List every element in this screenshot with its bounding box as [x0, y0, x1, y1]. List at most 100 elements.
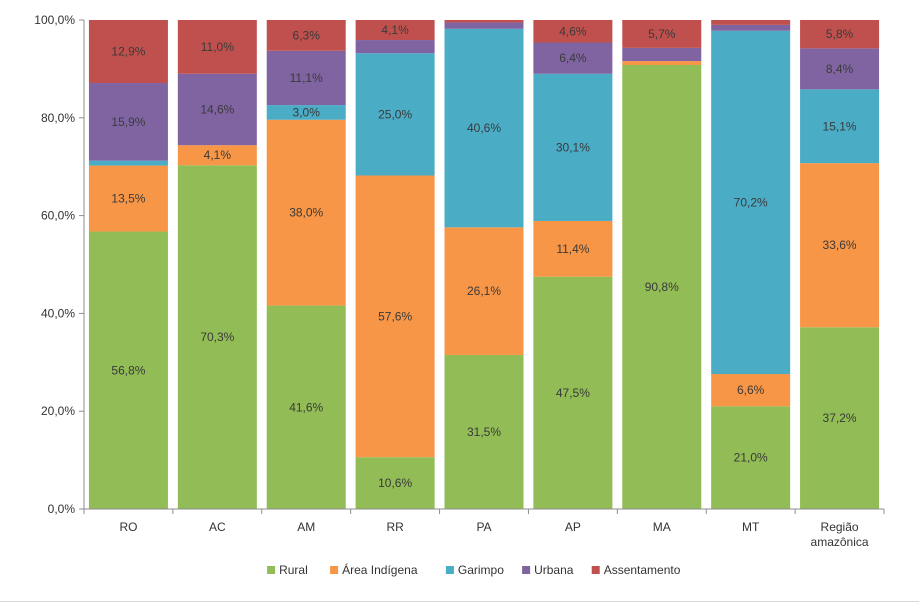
- bar-segment-area-indigena-mt: [711, 374, 791, 407]
- bar-segment-urbana-pa: [444, 22, 524, 29]
- legend-item-urbana: Urbana: [522, 563, 574, 577]
- data-label-assentamento-ac: 11,0%: [201, 40, 234, 54]
- bar-segment-area-indigena-ma: [622, 61, 702, 65]
- bar-segment-rural-regiao-amazonica: [800, 327, 880, 509]
- bar-segment-rural-mt: [711, 406, 791, 509]
- data-label-garimpo-regiao-amazonica: 15,1%: [823, 119, 857, 133]
- data-label-rural-am: 41,6%: [289, 400, 323, 414]
- y-tick-label: 40,0%: [41, 306, 75, 320]
- bottom-divider: [0, 601, 919, 602]
- data-label-rural-ma: 90,8%: [645, 280, 679, 294]
- bar-segment-garimpo-mt: [711, 30, 791, 375]
- bar-segment-area-indigena-regiao-amazonica: [800, 163, 880, 328]
- bar-segment-garimpo-pa: [444, 28, 524, 228]
- x-tick-label-ac: AC: [209, 520, 226, 534]
- legend-label: Rural: [279, 563, 308, 577]
- data-labels-layer: 56,8% 13,5% 15,9% 12,9% 70,3% 4,1% 14,6% 11,0% 4…: [111, 23, 856, 490]
- data-label-rural-ac: 70,3%: [200, 330, 234, 344]
- data-label-assentamento-rr: 4,1%: [381, 23, 409, 37]
- data-label-garimpo-am: 3,0%: [293, 105, 321, 119]
- x-tick-label-line: Região: [821, 520, 859, 534]
- bar-segment-garimpo-rr: [355, 53, 435, 176]
- bars-layer: [88, 20, 880, 510]
- x-tick-label-am: AM: [297, 520, 315, 534]
- data-label-urbana-ap: 6,4%: [559, 51, 587, 65]
- legend-label: Garimpo: [458, 563, 504, 577]
- bar-segment-assentamento-ro: [88, 20, 168, 84]
- bar-segment-rural-rr: [355, 457, 435, 509]
- data-label-urbana-ac: 14,6%: [200, 102, 234, 116]
- legend-label: Assentamento: [604, 563, 681, 577]
- bar-segment-area-indigena-am: [266, 119, 346, 306]
- bar-segment-urbana-ap: [533, 42, 613, 74]
- bar-segment-area-indigena-ap: [533, 220, 613, 277]
- data-label-garimpo-ap: 30,1%: [556, 140, 590, 154]
- data-label-area-indigena-pa: 26,1%: [467, 284, 501, 298]
- bar-segment-garimpo-regiao-amazonica: [800, 89, 880, 164]
- data-label-rural-mt: 21,0%: [734, 451, 768, 465]
- bar-segment-assentamento-am: [266, 20, 346, 51]
- legend-swatch: [330, 566, 339, 574]
- x-tick-label-ma: MA: [653, 520, 671, 534]
- data-label-area-indigena-ro: 13,5%: [111, 192, 145, 206]
- data-label-garimpo-rr: 25,0%: [378, 107, 412, 121]
- data-label-assentamento-am: 6,3%: [293, 28, 321, 42]
- legend-item-rural: Rural: [267, 563, 308, 577]
- bar-segment-rural-pa: [444, 354, 524, 509]
- data-label-rural-rr: 10,6%: [378, 476, 412, 490]
- data-label-rural-ap: 47,5%: [556, 386, 590, 400]
- bar-segment-urbana-ma: [622, 47, 702, 62]
- bar-segment-area-indigena-rr: [355, 175, 435, 458]
- data-label-area-indigena-ac: 4,1%: [204, 148, 232, 162]
- y-tick-label: 20,0%: [41, 404, 75, 418]
- bar-segment-urbana-regiao-amazonica: [800, 48, 880, 90]
- axes-layer: 0,0% 20,0% 40,0% 60,0% 80,0% 100,0% RO AC AM RR PA…: [34, 13, 885, 549]
- data-label-area-indigena-regiao-amazonica: 33,6%: [823, 238, 857, 252]
- legend: Rural Área Indígena Garimpo Urbana Assentame…: [267, 562, 681, 577]
- legend-item-garimpo: Garimpo: [445, 563, 504, 577]
- legend-item-area-indigena: Área Indígena: [330, 562, 418, 577]
- data-label-urbana-am: 11,1%: [290, 71, 323, 85]
- data-label-assentamento-ro: 12,9%: [111, 45, 145, 59]
- data-label-rural-pa: 31,5%: [467, 425, 501, 439]
- bar-segment-urbana-mt: [711, 24, 791, 31]
- bar-segment-garimpo-ro: [88, 160, 168, 166]
- bar-segment-urbana-rr: [355, 40, 435, 54]
- x-tick-label-rr: RR: [386, 520, 404, 534]
- bar-segment-area-indigena-ac: [177, 145, 257, 166]
- x-tick-label-pa: PA: [476, 520, 491, 534]
- bar-segment-area-indigena-pa: [444, 227, 524, 355]
- data-label-garimpo-pa: 40,6%: [467, 121, 501, 135]
- data-label-area-indigena-ap: 11,4%: [556, 242, 589, 256]
- bar-segment-rural-ro: [88, 231, 168, 509]
- legend-swatch: [591, 566, 600, 574]
- data-label-rural-regiao-amazonica: 37,2%: [823, 411, 857, 425]
- bar-segment-garimpo-am: [266, 105, 346, 120]
- x-tick-label-regiao-amazonica: Região amazônica: [811, 520, 869, 549]
- data-label-assentamento-ma: 5,7%: [648, 27, 676, 41]
- bar-segment-urbana-am: [266, 50, 346, 106]
- data-label-assentamento-regiao-amazonica: 5,8%: [826, 27, 854, 41]
- data-label-garimpo-mt: 70,2%: [734, 195, 768, 209]
- legend-swatch: [522, 566, 531, 574]
- bar-segment-assentamento-pa: [444, 20, 524, 23]
- data-label-area-indigena-am: 38,0%: [289, 206, 323, 220]
- bar-segment-urbana-ac: [177, 73, 257, 146]
- y-tick-label: 0,0%: [48, 502, 76, 516]
- data-label-area-indigena-mt: 6,6%: [737, 383, 765, 397]
- data-label-assentamento-ap: 4,6%: [559, 24, 587, 38]
- data-label-urbana-regiao-amazonica: 8,4%: [826, 62, 854, 76]
- data-label-urbana-ro: 15,9%: [111, 115, 145, 129]
- bar-segment-area-indigena-ro: [88, 165, 168, 232]
- x-tick-label-ro: RO: [119, 520, 137, 534]
- bar-segment-assentamento-ac: [177, 20, 257, 74]
- legend-label: Área Indígena: [342, 562, 418, 577]
- bar-segment-assentamento-regiao-amazonica: [800, 20, 880, 49]
- bar-segment-urbana-ro: [88, 83, 168, 161]
- y-tick-label: 80,0%: [41, 111, 75, 125]
- x-tick-label-ap: AP: [565, 520, 581, 534]
- x-tick-label-mt: MT: [742, 520, 760, 534]
- y-tick-label: 60,0%: [41, 209, 75, 223]
- legend-swatch: [267, 566, 276, 574]
